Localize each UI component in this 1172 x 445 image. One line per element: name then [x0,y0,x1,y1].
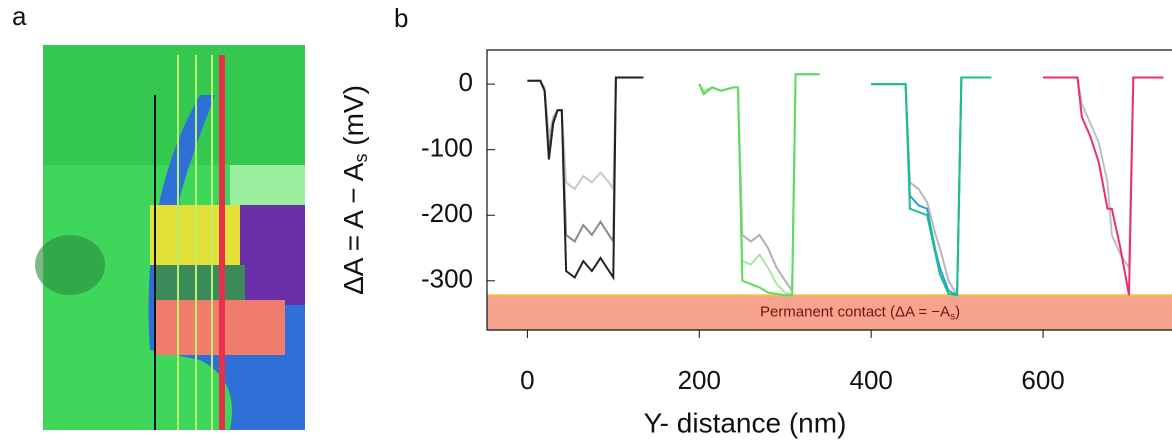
y-axis-label: ΔA = A − As (mV) [338,85,370,295]
y-tick-label: -300 [421,264,473,294]
data-line [871,76,992,299]
data-line [1043,76,1164,296]
microscopy-image [35,45,305,430]
contact-band [487,295,1172,330]
data-line [698,73,820,294]
y-tick-label: -100 [421,133,473,163]
band-label-main: Permanent contact (ΔA = −A [760,304,950,321]
y-axis-label-end: (mV) [338,85,369,153]
band-label: Permanent contact (ΔA = −As) [760,304,960,323]
x-tick-label: 400 [849,365,892,395]
y-tick-label: 0 [459,67,473,97]
data-line [527,76,644,281]
data-line [1043,76,1164,271]
y-axis-label-sub: s [351,154,371,163]
x-axis-label: Y- distance (nm) [644,407,847,438]
data-line [698,73,820,297]
data-line [871,76,992,297]
y-tick-label: -200 [421,198,473,228]
y-axis-label-main: ΔA = A − A [338,162,369,295]
data-line [871,76,992,297]
x-tick-label: 0 [520,365,534,395]
x-tick-label: 200 [678,365,721,395]
panel-label: a [12,1,27,31]
panel-label: b [394,3,408,33]
x-tick-label: 600 [1021,365,1064,395]
band-label-sub: s [950,311,955,322]
data-line [698,73,820,297]
band-label-end: ) [955,304,960,321]
axes-frame [486,49,1172,331]
